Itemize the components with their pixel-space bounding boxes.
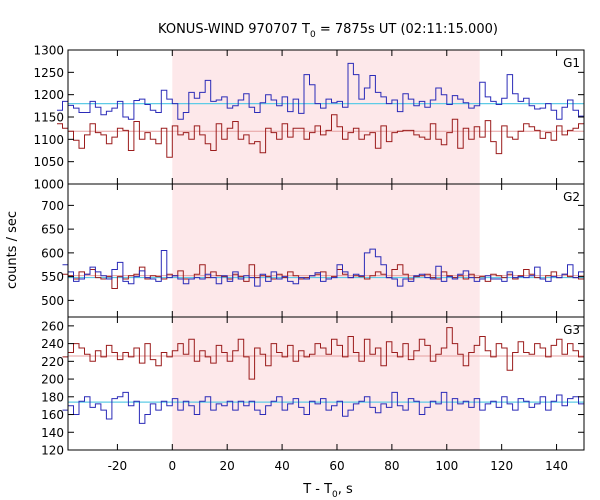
- y-tick-label: 180: [41, 390, 64, 404]
- y-tick-label: 200: [41, 373, 64, 387]
- panel-g2: 500 550 600 650 700 G2: [41, 183, 585, 318]
- interval-band: [172, 50, 480, 184]
- x-axis-label: T - T0, s: [302, 482, 353, 500]
- x-tick-label: 100: [435, 459, 458, 473]
- y-tick-label: 260: [41, 319, 64, 333]
- panel-label: G3: [563, 323, 580, 337]
- interval-band: [172, 184, 480, 317]
- x-tick-label: 140: [545, 459, 568, 473]
- x-tick-label: 0: [168, 459, 176, 473]
- interval-band: [172, 317, 480, 450]
- x-tick-label: 20: [220, 459, 235, 473]
- y-tick-label: 1300: [33, 44, 64, 58]
- y-tick-label: 1100: [33, 133, 64, 147]
- series-blue: [62, 391, 584, 424]
- series-blue: [62, 248, 584, 287]
- y-tick-label: 1250: [33, 66, 64, 80]
- y-tick-label: 1000: [33, 178, 64, 192]
- y-tick-label: 650: [41, 223, 64, 237]
- y-tick-label: 140: [41, 426, 64, 440]
- y-tick-label: 1200: [33, 88, 64, 102]
- y-tick-label: 600: [41, 246, 64, 260]
- series-blue: [57, 62, 584, 120]
- panel-label: G1: [563, 56, 580, 70]
- panel-g1: 1000 1050 1100 1150 1200 1250 1300 G1: [33, 44, 585, 192]
- x-tick-label: -20: [108, 459, 128, 473]
- panel-label: G2: [563, 190, 580, 204]
- y-tick-label: 220: [41, 355, 64, 369]
- series-red: [62, 327, 584, 380]
- y-tick-label: 1050: [33, 155, 64, 169]
- y-axis-label: counts / sec: [5, 211, 20, 289]
- y-tick-label: 160: [41, 408, 64, 422]
- x-tick-label: 80: [384, 459, 399, 473]
- panel-frame: [67, 316, 585, 451]
- series-red: [57, 114, 584, 158]
- y-tick-label: 500: [41, 294, 64, 308]
- chart-title: KONUS-WIND 970707 T0 = 7875s UT (02:11:1…: [158, 22, 498, 40]
- x-tick-label: 60: [329, 459, 344, 473]
- x-tick-label: 40: [274, 459, 289, 473]
- panel-g3: 120 140 160 180 200 220 240 260 G3: [41, 316, 585, 458]
- y-tick-label: 240: [41, 337, 64, 351]
- y-tick-label: 1150: [33, 111, 64, 125]
- y-tick-label: 120: [41, 444, 64, 458]
- x-tick-label: 120: [490, 459, 513, 473]
- y-tick-label: 550: [41, 270, 64, 284]
- panels: 1000105011001150120012501300G15005506006…: [33, 44, 585, 473]
- y-tick-label: 700: [41, 199, 64, 213]
